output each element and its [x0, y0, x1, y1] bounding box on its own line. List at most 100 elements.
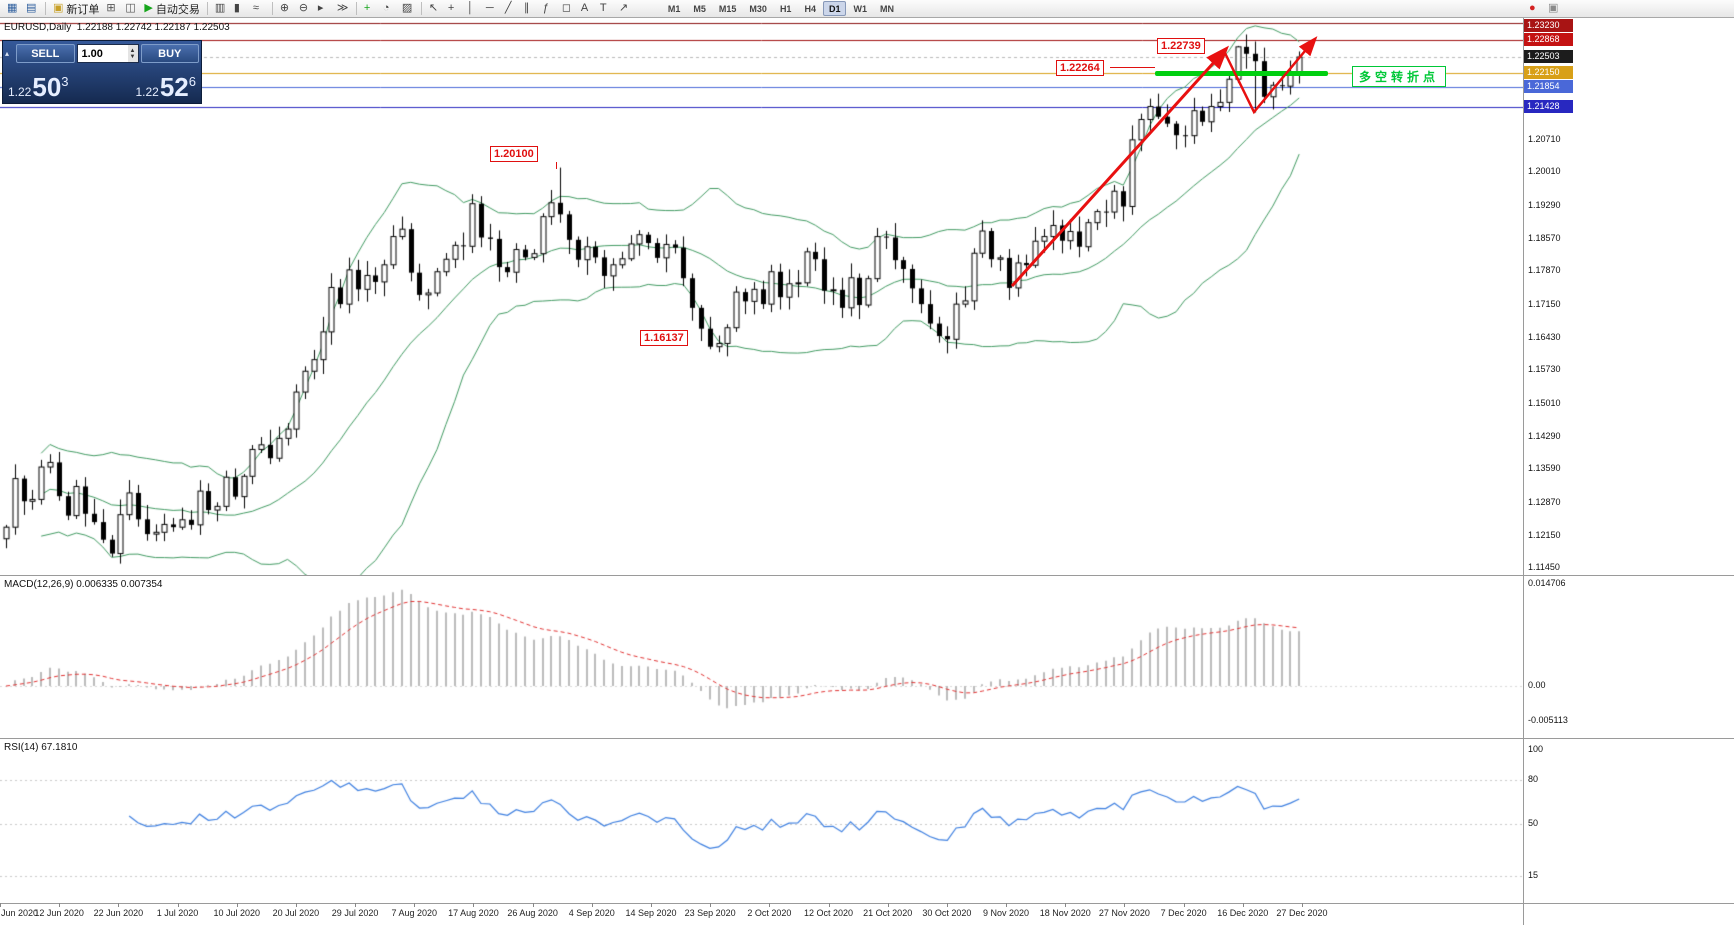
autotrading-label: 自动交易 [155, 3, 200, 16]
date-axis-tick [355, 903, 357, 907]
vertical-line-icon-glyph: │ [466, 2, 474, 14]
bid-price[interactable]: 1.22503 [8, 74, 69, 101]
price-label-120100[interactable]: 1.20100 [490, 146, 538, 162]
toolbar-separator [271, 2, 273, 15]
indicators-icon-glyph: + [363, 2, 371, 14]
line-chart-icon-glyph: ≈ [252, 2, 259, 14]
price-chart-canvas[interactable] [0, 18, 1523, 575]
trend-annotation-arrows[interactable] [0, 18, 1523, 575]
price-label-116137[interactable]: 1.16137 [640, 330, 688, 346]
new-chart-icon[interactable]: ▦ [4, 1, 22, 17]
trendline-icon[interactable]: ╱ [502, 1, 520, 17]
trendline-icon-glyph: ╱ [504, 2, 512, 14]
sell-button[interactable]: SELL [16, 44, 75, 63]
buy-button[interactable]: BUY [140, 44, 199, 63]
text-icon-glyph: A [580, 2, 589, 14]
date-axis-label: 21 Oct 2020 [863, 908, 913, 918]
strategy-tester-icon[interactable]: ◫ [122, 1, 140, 17]
crosshair-icon[interactable]: + [445, 1, 463, 17]
candle-chart-icon-glyph: ▮ [233, 2, 240, 14]
date-axis-tick [118, 903, 120, 907]
lot-size-input[interactable] [77, 45, 128, 62]
price-axis-label: 1.15730 [1528, 364, 1561, 375]
shapes-icon[interactable]: ◻ [559, 1, 577, 17]
timeframe-m5[interactable]: M5 [687, 1, 712, 16]
autotrading-button[interactable]: ▶ 自动交易 [141, 1, 202, 17]
support-label-connector-line [1110, 67, 1155, 68]
layout-icon[interactable]: ▣ [1545, 1, 1563, 17]
date-axis-label: 27 Nov 2020 [1098, 908, 1150, 918]
uptrend-arrow[interactable] [1010, 45, 1230, 288]
timeframe-w1[interactable]: W1 [847, 1, 873, 16]
date-axis-label: 7 Dec 2020 [1160, 908, 1207, 918]
date-axis-label: 17 Aug 2020 [448, 908, 499, 918]
zoom-in-icon[interactable]: ⊕ [277, 1, 295, 17]
date-axis-tick [1242, 903, 1244, 907]
date-axis-label: 7 Aug 2020 [391, 908, 438, 918]
auto-scroll-icon[interactable]: ▸ [315, 1, 333, 17]
timeframe-mn[interactable]: MN [874, 1, 900, 16]
timeframe-m30[interactable]: M30 [743, 1, 773, 16]
date-axis-label: 4 Sep 2020 [568, 908, 615, 918]
date-axis-tick [532, 903, 534, 907]
price-axis-label: 1.11450 [1528, 562, 1560, 573]
text-icon[interactable]: A [578, 1, 596, 17]
price-label-122264[interactable]: 1.22264 [1056, 60, 1104, 76]
templates-icon[interactable]: ▨ [399, 1, 417, 17]
horizontal-line-icon[interactable]: ─ [483, 1, 501, 17]
date-axis-label: 9 Nov 2020 [983, 908, 1030, 918]
date-axis-tick [0, 903, 1, 907]
date-axis-tick [946, 903, 948, 907]
profiles-icon-glyph: ▤ [26, 2, 37, 14]
rsi-axis-label: 80 [1528, 773, 1539, 784]
timeframe-h1[interactable]: H1 [774, 1, 798, 16]
date-axis-tick [1301, 903, 1303, 907]
auto-scroll-icon-glyph: ▸ [317, 2, 324, 14]
price-axis-label: 1.13590 [1528, 463, 1561, 474]
bar-chart-icon[interactable]: ▥ [212, 1, 230, 17]
ask-price[interactable]: 1.22526 [135, 74, 196, 101]
channel-icon-glyph: ∥ [523, 2, 530, 14]
date-axis-label: 20 Jul 2020 [272, 908, 320, 918]
timeframe-m1[interactable]: M1 [662, 1, 687, 16]
timeframe-h4[interactable]: H4 [798, 1, 822, 16]
vertical-line-icon[interactable]: │ [464, 1, 482, 17]
alert-icon[interactable]: ● [1526, 1, 1544, 17]
pullback-continuation-arrow[interactable] [1222, 36, 1318, 115]
arrow-object-icon[interactable]: ↗ [616, 1, 634, 17]
chart-shift-icon[interactable]: ≫ [334, 1, 352, 17]
terminal-icon[interactable]: ⊞ [103, 1, 121, 17]
date-axis-label: 16 Dec 2020 [1217, 908, 1269, 918]
collapse-arrow-icon[interactable]: ▴ [5, 48, 10, 58]
periods-icon[interactable]: ◔ [380, 1, 398, 17]
spinner-down-icon[interactable]: ▼ [129, 53, 136, 60]
line-chart-icon[interactable]: ≈ [250, 1, 268, 17]
text-label-icon[interactable]: T [597, 1, 615, 17]
new-chart-icon-glyph: ▦ [7, 2, 18, 14]
turning-point-label[interactable]: 多空转折点 [1352, 66, 1447, 87]
support-highlight-line[interactable] [1155, 71, 1328, 76]
price-label-122739[interactable]: 1.22739 [1157, 38, 1205, 54]
ask-price-big: 52 [159, 72, 189, 102]
spinner-up-icon[interactable]: ▲ [129, 47, 136, 54]
channel-icon[interactable]: ∥ [521, 1, 539, 17]
rsi-axis-label: 100 [1528, 744, 1544, 754]
lot-spinner[interactable]: ▲ ▼ [127, 45, 138, 62]
macd-panel-canvas[interactable] [0, 575, 1523, 738]
date-axis-label: 10 Jul 2020 [213, 908, 260, 918]
timeframe-m15[interactable]: M15 [713, 1, 743, 16]
strategy-tester-icon-glyph: ◫ [125, 2, 136, 14]
profiles-icon[interactable]: ▤ [23, 1, 41, 17]
zoom-out-icon-glyph: ⊖ [298, 2, 309, 14]
fibonacci-icon[interactable]: ƒ [540, 1, 558, 17]
indicators-icon[interactable]: + [361, 1, 379, 17]
new-order-button[interactable]: ▣ 新订单 [50, 1, 102, 17]
cursor-icon[interactable]: ↖ [426, 1, 444, 17]
date-axis-tick [473, 903, 475, 907]
rsi-panel-canvas[interactable] [0, 738, 1523, 903]
date-axis-label: 23 Sep 2020 [684, 908, 736, 918]
timeframe-d1[interactable]: D1 [822, 1, 847, 16]
candle-chart-icon[interactable]: ▮ [231, 1, 249, 17]
zoom-out-icon[interactable]: ⊖ [296, 1, 314, 17]
price-axis-label: 1.12870 [1528, 496, 1561, 507]
